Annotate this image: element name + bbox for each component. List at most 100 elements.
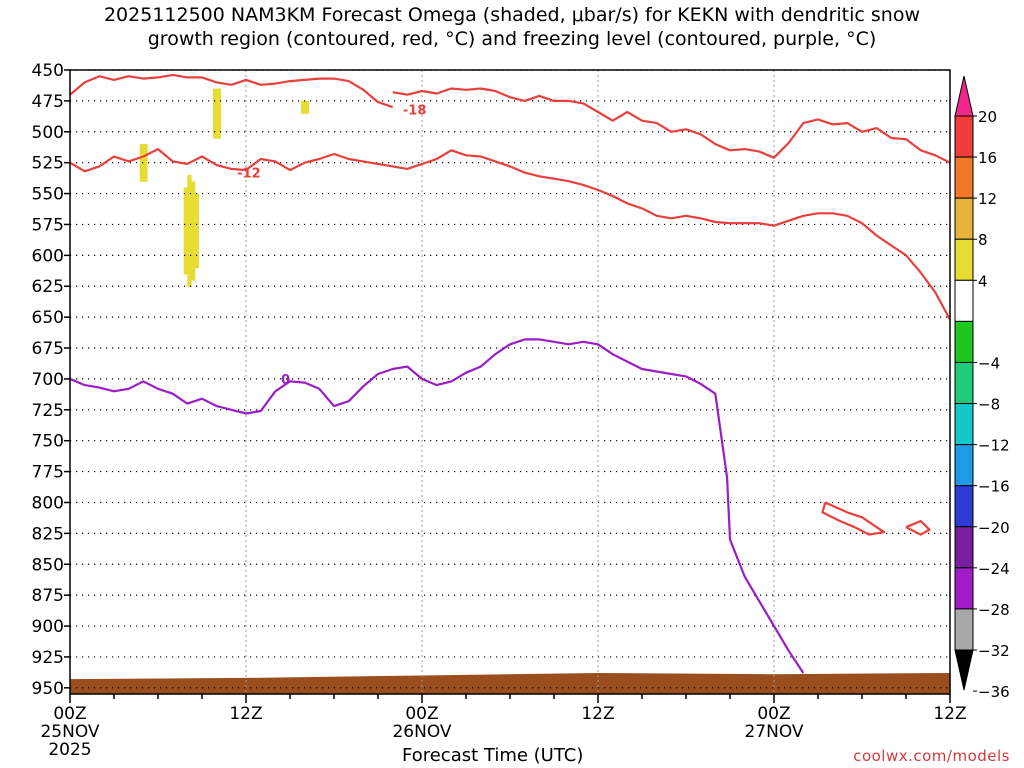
omega-cell — [213, 113, 221, 121]
colorbar-label: −8 — [978, 396, 1000, 414]
colorbar-bin — [954, 567, 974, 610]
omega-cell — [183, 255, 199, 263]
y-tick-label: 875 — [32, 586, 64, 606]
omega-cell — [183, 199, 199, 207]
contour-line — [70, 73, 394, 109]
colorbar-bin — [954, 485, 974, 528]
contour-labels: -18 -12 0 — [237, 104, 426, 388]
y-tick-label: 925 — [32, 648, 64, 668]
omega-cell — [301, 100, 309, 108]
chart-title-line-2: growth region (contoured, red, °C) and f… — [147, 28, 877, 50]
omega-cell — [213, 107, 221, 114]
y-tick-label: 625 — [32, 277, 64, 297]
y-tick-label: 800 — [32, 493, 64, 513]
colorbar-label: −32 — [978, 642, 1010, 660]
x-tick-label: 12Z — [229, 704, 262, 724]
colorbar-label: −36 — [978, 683, 1010, 701]
omega-cell — [187, 175, 192, 182]
y-tick-label: 450 — [32, 61, 64, 81]
chart-title-line-1: 2025112500 NAM3KM Forecast Omega (shaded… — [103, 4, 921, 26]
colorbar-bin — [954, 279, 974, 322]
omega-cell — [183, 242, 199, 250]
colorbar-label: −16 — [978, 478, 1010, 496]
omega-cell — [183, 218, 199, 226]
x-tick-day: 27NOV — [744, 722, 803, 742]
omega-cell — [139, 156, 148, 164]
colorbar-bin — [954, 403, 974, 446]
y-tick-label: 575 — [32, 215, 64, 235]
omega-cell — [183, 261, 199, 269]
omega-cell — [139, 144, 148, 151]
omega-cell — [183, 224, 199, 232]
colorbar-label: −4 — [978, 354, 1000, 372]
colorbar-bin — [954, 444, 974, 487]
x-tick-label: 00Z — [53, 704, 86, 724]
colorbar-label: 16 — [978, 149, 997, 167]
colorbar-label: −12 — [978, 437, 1010, 455]
plot-frame — [69, 69, 951, 695]
colorbar: 20 16 12 8 4 −4 −8 −12 −16 −20 −24 −28 −32 −36 — [954, 75, 1010, 701]
x-axis-label: Forecast Time (UTC) — [402, 745, 584, 766]
colorbar-label: −24 — [978, 560, 1010, 578]
terrain-ground — [70, 672, 950, 694]
omega-cell — [183, 249, 199, 256]
y-tick-label: 750 — [32, 432, 64, 452]
y-tick-label: 500 — [32, 123, 64, 143]
y-tick-label: 600 — [32, 246, 64, 266]
omega-cell — [183, 230, 199, 238]
x-tick-label: 12Z — [581, 704, 614, 724]
omega-cell — [213, 119, 221, 127]
omega-cell — [187, 181, 196, 188]
y-tick-label: 525 — [32, 154, 64, 174]
colorbar-label: 8 — [978, 231, 988, 249]
colorbar-cap-top — [954, 75, 974, 117]
grid — [70, 69, 950, 694]
y-tick-label: 825 — [32, 524, 64, 544]
colorbar-bin — [954, 197, 974, 240]
omega-cell — [213, 131, 221, 139]
colorbar-label: 12 — [978, 190, 997, 208]
contour-line — [70, 148, 950, 321]
y-tick-label: 550 — [32, 185, 64, 205]
omega-cell — [183, 236, 199, 244]
omega-cell — [213, 125, 221, 133]
colorbar-label: 4 — [978, 272, 988, 290]
x-tick-year: 2025 — [48, 740, 91, 760]
x-tick-day: 25NOV — [40, 722, 99, 742]
y-tick-label: 475 — [32, 92, 64, 112]
x-tick-day: 26NOV — [392, 722, 451, 742]
omega-cell — [187, 280, 192, 287]
omega-cell — [213, 88, 221, 96]
contour-label: 0 — [281, 373, 290, 388]
colorbar-bin — [954, 238, 974, 281]
omega-cell — [213, 94, 221, 102]
colorbar-bin — [954, 320, 974, 363]
omega-cell — [183, 212, 199, 219]
omega-cell — [139, 150, 148, 158]
contour-line — [392, 87, 950, 164]
colorbar-label: −20 — [978, 519, 1010, 537]
y-tick-label: 850 — [32, 555, 64, 575]
y-tick-label: 900 — [32, 617, 64, 637]
y-axis: 450 475 500 525 550 575 600 625 650 675 700 725 750 7… — [32, 61, 70, 699]
credit-link[interactable]: coolwx.com/models — [853, 747, 1010, 765]
colorbar-label: −28 — [978, 601, 1010, 619]
x-tick-label: 00Z — [757, 704, 790, 724]
omega-heatmap — [70, 88, 950, 694]
contour-line — [821, 501, 886, 536]
colorbar-bin — [954, 156, 974, 199]
y-tick-label: 700 — [32, 370, 64, 390]
omega-cell — [213, 100, 221, 108]
y-tick-label: 650 — [32, 308, 64, 328]
contour-line — [70, 338, 805, 674]
x-tick-label: 00Z — [405, 704, 438, 724]
colorbar-label: 20 — [978, 108, 997, 126]
omega-cell — [301, 107, 309, 114]
contours — [70, 73, 950, 674]
contour-label: -12 — [237, 167, 261, 182]
omega-cell — [183, 187, 196, 195]
colorbar-bin — [954, 608, 974, 651]
y-tick-label: 950 — [32, 679, 64, 699]
